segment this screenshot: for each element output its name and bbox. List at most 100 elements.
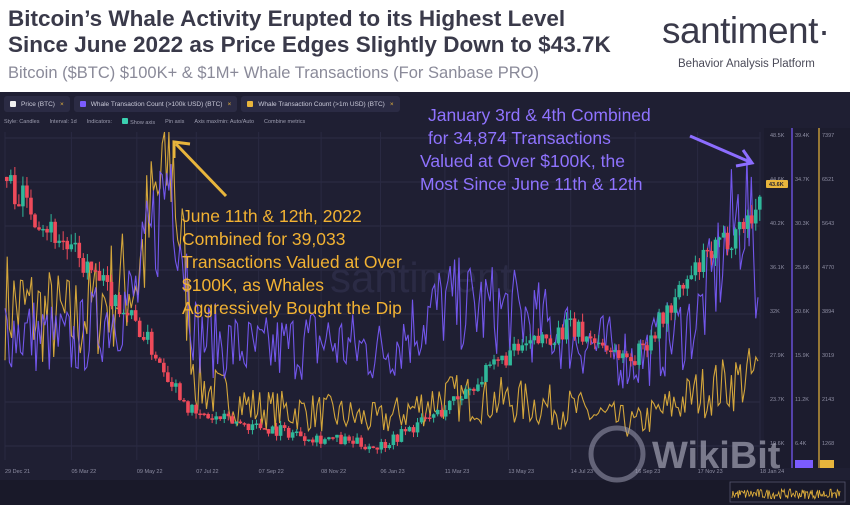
candle — [69, 244, 74, 250]
candle — [431, 414, 436, 418]
candle — [29, 197, 33, 215]
show-axis-toggle[interactable]: Show axis — [122, 118, 155, 126]
candle — [697, 262, 702, 272]
candle — [226, 413, 231, 417]
candle — [745, 215, 750, 229]
june-line-4: $100K, as Whales — [182, 275, 324, 295]
candle — [222, 413, 227, 420]
axis-tick-label: 48.5K — [770, 133, 785, 139]
candle — [669, 305, 673, 313]
candle — [234, 421, 239, 424]
axis-tick-label: 25.6K — [795, 265, 810, 271]
candle — [246, 423, 251, 431]
axis-tick-label: 7397 — [822, 133, 834, 139]
candle — [170, 381, 174, 387]
candle — [512, 343, 516, 351]
candle — [492, 359, 496, 365]
candle — [307, 439, 311, 442]
chart-toolbar: Style: Candles Interval: 1d Indicators: … — [4, 116, 305, 128]
close-icon[interactable]: × — [59, 100, 64, 108]
candle — [395, 434, 400, 442]
x-axis: 29 Dec 21 05 Mar 22 09 May 22 07 Jul 22 07 S… — [5, 469, 784, 475]
candle — [282, 425, 287, 428]
style-candles-option[interactable]: Style: Candles — [4, 119, 40, 125]
tab-whale-100k[interactable]: Whale Transaction Count (>100k USD) (BTC… — [73, 96, 238, 112]
candle — [693, 262, 698, 276]
axis-tick-label: 39.4K — [795, 133, 810, 139]
jan-arrow-line — [689, 134, 751, 164]
candle — [592, 338, 597, 344]
candle — [596, 342, 601, 345]
candle — [335, 434, 339, 438]
candle — [186, 401, 190, 413]
axis-tick-label: 2143 — [822, 397, 834, 403]
candle — [158, 358, 162, 363]
candle — [65, 240, 69, 250]
candle — [472, 388, 476, 391]
candle — [77, 242, 82, 259]
candle — [258, 423, 263, 429]
candle — [178, 383, 182, 400]
candle — [568, 318, 573, 320]
candle — [302, 436, 307, 441]
candle — [286, 427, 291, 438]
candle — [584, 336, 589, 342]
interval-option[interactable]: Interval: 1d — [49, 119, 77, 125]
candle — [45, 228, 49, 233]
chart-svg: santiment 48.5K44.6K40.2K36.1K32K27.9K23… — [0, 105, 850, 505]
candle — [629, 357, 633, 362]
x-tick-label: 13 May 23 — [508, 469, 534, 475]
candle — [198, 413, 202, 416]
candle — [145, 331, 150, 340]
jan-line-2: for 34,874 Transactions — [428, 128, 611, 148]
axis-tick-label: 36.1K — [770, 265, 785, 271]
axis-tick-label: 20.6K — [795, 309, 810, 315]
candle — [701, 249, 706, 272]
axis-tick-label: 27.9K — [770, 353, 785, 359]
candle — [182, 399, 186, 402]
candle — [681, 284, 686, 289]
candle — [166, 372, 170, 382]
close-icon[interactable]: × — [389, 100, 394, 108]
candle — [343, 436, 347, 445]
candle — [174, 383, 178, 387]
indicators-option[interactable]: Indicators: — [86, 119, 113, 125]
candle — [415, 422, 420, 433]
right-axes: 48.5K44.6K40.2K36.1K32K27.9K23.7K19.6K39… — [764, 128, 850, 468]
candle — [556, 327, 561, 344]
tab-whale-1m[interactable]: Whale Transaction Count (>1m USD) (BTC) … — [241, 96, 400, 112]
candle — [274, 426, 279, 436]
pin-axis-toggle[interactable]: Pin axis — [165, 119, 185, 125]
jan-line-3: Valued at Over $100K, the — [420, 151, 625, 171]
tab-price[interactable]: Price (BTC) × — [4, 96, 70, 112]
candle — [347, 436, 351, 441]
june-line-2: Combined for 39,033 — [182, 229, 345, 249]
candle — [121, 312, 126, 315]
candle — [351, 440, 355, 444]
close-icon[interactable]: × — [227, 100, 232, 108]
candle — [323, 439, 327, 444]
candle — [210, 418, 214, 420]
candle — [488, 364, 492, 366]
combine-metrics-option[interactable]: Combine metrics — [264, 119, 306, 125]
june-arrow-head — [172, 140, 191, 158]
candle — [125, 312, 130, 316]
candle — [460, 398, 464, 401]
x-tick-label: 11 Mar 23 — [445, 469, 469, 475]
candle — [250, 424, 255, 431]
minimap-selection[interactable] — [729, 481, 846, 503]
axis-maxmin-option[interactable]: Axis max/min: Auto/Auto — [194, 119, 255, 125]
candle — [25, 185, 29, 198]
candle — [137, 320, 142, 337]
candle — [113, 294, 118, 307]
candle — [455, 396, 460, 400]
candle — [85, 261, 90, 273]
candle — [427, 417, 432, 419]
jan-annotation: January 3rd & 4th Combined for 34,874 Tr… — [420, 105, 651, 194]
tab-whale-1m-label: Whale Transaction Count (>1m USD) (BTC) — [258, 100, 385, 108]
gridlines — [4, 132, 761, 460]
axis-tick-label: 4770 — [822, 265, 834, 271]
price-badge-label: 43.6K — [769, 182, 784, 188]
candle — [33, 214, 37, 228]
axis-tick-label: 34.7K — [795, 177, 810, 183]
